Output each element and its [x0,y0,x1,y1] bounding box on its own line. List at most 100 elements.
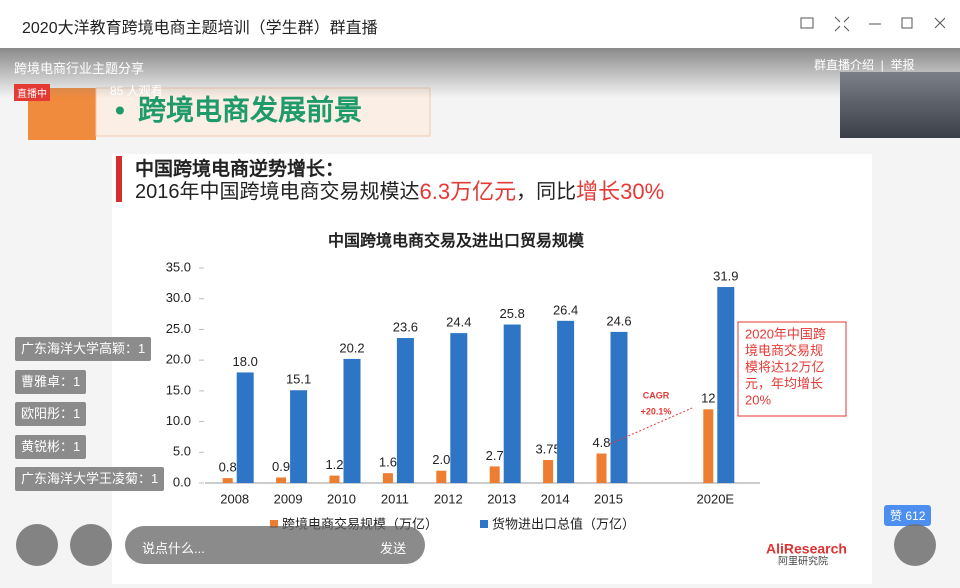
bar [290,390,308,483]
viewer-count: 85 人观看 [110,84,163,98]
bar [717,287,735,483]
window-title: 2020大洋教育跨境电商主题培训（学生群）群直播 [22,20,378,37]
value-label: 20.2 [339,340,364,355]
bar [236,372,254,483]
bar [450,333,468,483]
separator: | [874,58,891,72]
value-label: 24.4 [446,315,471,330]
value-label: 0.8 [219,460,237,475]
value-label: 25.8 [500,306,525,321]
bar [276,477,287,483]
bar [436,470,447,483]
x-tick-label: 2012 [434,491,463,506]
callout-text: 境电商交易规 [745,343,823,358]
live-badge: 直播中 [14,84,50,101]
comment: 广东海洋大学王凌菊：1 [15,467,165,491]
subheading: 中国跨境电商逆势增长： [135,157,344,180]
callout-text: 元，年均增长 [745,376,823,391]
send-button[interactable]: 发送 [380,541,407,556]
value-label: 1.2 [325,457,343,472]
value-label: 23.6 [393,319,418,334]
y-tick-label: 25.0 [166,321,191,336]
legend-swatch [480,520,488,528]
bar [489,466,500,483]
maximize-button[interactable] [901,17,913,29]
x-tick-label: 2013 [487,491,516,506]
intro-link[interactable]: 群直播介绍 [814,58,875,72]
comment: 黄锐彬：1 [15,434,87,459]
callout-box [737,321,847,417]
bar [557,320,575,483]
value-label: 1.6 [379,455,397,470]
window-controls[interactable] [795,14,945,34]
logo-cn: 阿里研究院 [778,555,828,568]
y-tick-label: 15.0 [166,382,191,397]
x-tick-label: 2009 [274,491,303,506]
x-tick-label: 2015 [594,491,623,506]
bar [222,478,233,483]
value-label: 26.4 [553,302,578,317]
bar [396,338,414,483]
comment: 欧阳彤：1 [15,402,87,426]
x-tick-label: 2020E [697,491,735,506]
bar [329,475,340,483]
headline-highlight: 6.3万亿元 [420,179,517,204]
slide-heading: 跨境电商发展前景 [138,93,362,125]
legend-swatch [270,520,278,528]
like-count: 赞 612 [884,505,932,526]
bar [703,409,714,483]
share-button[interactable] [70,524,112,566]
comment: 广东海洋大学高颖：1 [15,337,152,361]
headline-highlight: 增长30% [576,179,664,204]
value-label: 2.0 [432,452,450,467]
y-tick-label: 10.0 [166,413,191,428]
value-label: 2.7 [486,448,504,463]
chat-input[interactable] [125,526,425,564]
bullet: • [115,94,125,125]
like-button[interactable] [894,524,936,566]
value-label: 31.9 [713,268,738,283]
headline-part: 2016年中国跨境电商交易规模达 [135,180,420,203]
cagr-arrow [609,407,693,445]
slide: • 跨境电商发展前景 中国跨境电商逆势增长： 2016年中国跨境电商交易规模达6… [28,87,872,584]
callout-text: 2020年中国跨 [745,326,826,341]
pip-button[interactable] [800,17,814,29]
bar [382,473,393,483]
chart-title: 中国跨境电商交易及进出口贸易规模 [328,231,585,250]
like-label: 赞 [890,509,903,523]
y-tick-label: 5.0 [173,444,191,459]
value-label: 12 [701,391,715,406]
title-bar [0,0,960,48]
callout-text: 20% [745,392,771,407]
value-label: 3.75 [535,441,560,456]
value-label: 24.6 [606,313,631,328]
x-tick-label: 2010 [327,491,356,506]
bar [543,459,554,483]
comment: 曹雅卓：1 [15,369,87,394]
x-tick-label: 2008 [220,491,249,506]
checkin-button[interactable] [16,524,58,566]
value-label: 18.0 [233,354,258,369]
report-link[interactable]: 举报 [890,58,915,72]
bar [610,331,628,483]
header-overlay [0,48,960,98]
headline-part: ，同比 [516,180,576,203]
webcam [840,72,960,138]
fullscreen-button[interactable] [834,16,850,32]
stream-title: 跨境电商行业主题分享 [14,61,145,76]
close-button[interactable] [934,17,945,29]
accent [116,156,122,202]
headline: 2016年中国跨境电商交易规模达6.3万亿元，同比增长30% [135,179,664,204]
cagr-label: CAGR [643,390,670,400]
cagr-value: +20.1% [641,406,672,416]
y-tick-label: 0.0 [173,474,191,489]
bar [596,453,607,483]
header-links: 群直播介绍 | 举报 [814,56,914,73]
x-tick-label: 2014 [541,491,570,506]
logo: AliResearch [766,541,847,557]
callout-text: 模将达12万亿 [745,359,824,374]
bar [343,358,361,483]
value-label: 4.8 [592,435,610,450]
chart: 0.0 5.0 10.0 15.0 20.0 25.0 30.0 35.0 2008 0.8 18.… [166,259,847,531]
